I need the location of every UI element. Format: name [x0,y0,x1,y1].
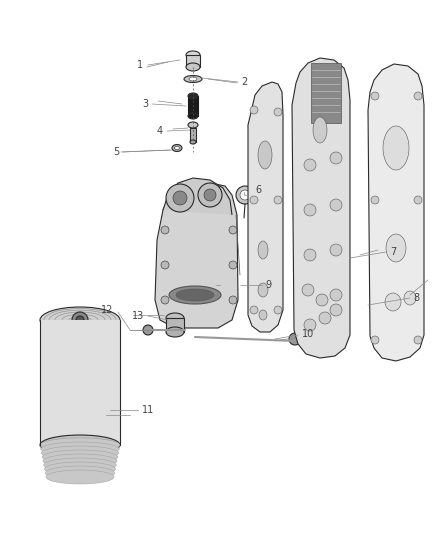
Bar [188,96,198,116]
Ellipse shape [45,466,115,480]
Ellipse shape [404,291,416,305]
Ellipse shape [166,313,184,323]
Ellipse shape [259,310,267,320]
Polygon shape [155,183,238,328]
Circle shape [250,196,258,204]
Circle shape [250,106,258,114]
Ellipse shape [42,446,119,460]
Circle shape [274,108,282,116]
Ellipse shape [186,63,200,71]
Ellipse shape [44,458,116,472]
Ellipse shape [385,293,401,311]
Circle shape [274,196,282,204]
Circle shape [304,159,316,171]
Circle shape [330,244,342,256]
Ellipse shape [172,144,182,151]
Circle shape [414,336,422,344]
Circle shape [330,152,342,164]
Text: 3: 3 [142,99,148,109]
Circle shape [289,333,301,345]
Ellipse shape [190,140,196,144]
Circle shape [229,226,237,234]
Circle shape [319,312,331,324]
Text: 6: 6 [255,185,261,195]
Text: 5: 5 [113,147,119,157]
Circle shape [229,296,237,304]
Circle shape [274,306,282,314]
Polygon shape [248,82,283,332]
Bar [190,128,196,142]
Ellipse shape [383,126,409,170]
Ellipse shape [313,117,327,143]
Ellipse shape [176,289,214,301]
Ellipse shape [40,307,120,333]
Text: 2: 2 [241,77,247,87]
Ellipse shape [169,286,221,304]
Circle shape [330,289,342,301]
Circle shape [330,199,342,211]
Ellipse shape [40,438,120,452]
Bar [166,318,184,332]
Text: 10: 10 [302,329,314,339]
Circle shape [250,306,258,314]
Circle shape [371,336,379,344]
Circle shape [161,261,169,269]
Circle shape [72,312,88,328]
Ellipse shape [258,283,268,297]
Text: 11: 11 [142,405,154,415]
Circle shape [414,196,422,204]
Circle shape [240,190,250,200]
Circle shape [414,92,422,100]
Ellipse shape [258,141,272,169]
Text: 9: 9 [265,280,271,290]
Bar [186,55,200,67]
Text: 13: 13 [132,311,144,321]
Ellipse shape [188,93,198,99]
Ellipse shape [386,234,406,262]
Bar [311,63,341,123]
Ellipse shape [258,241,268,259]
Ellipse shape [189,77,197,81]
Circle shape [304,204,316,216]
Circle shape [173,191,187,205]
Circle shape [143,325,153,335]
Circle shape [198,183,222,207]
Ellipse shape [40,435,120,455]
Circle shape [371,196,379,204]
Ellipse shape [45,462,116,476]
Text: 8: 8 [413,293,419,303]
Circle shape [330,304,342,316]
Circle shape [304,249,316,261]
Ellipse shape [174,147,180,149]
Circle shape [76,316,84,324]
Circle shape [204,189,216,201]
Circle shape [371,92,379,100]
Polygon shape [368,64,424,361]
Circle shape [236,186,254,204]
Circle shape [304,319,316,331]
Circle shape [302,284,314,296]
Ellipse shape [188,113,198,119]
Ellipse shape [42,450,118,464]
Ellipse shape [41,442,119,456]
Bar [40,320,120,445]
Ellipse shape [186,51,200,59]
Circle shape [229,261,237,269]
Ellipse shape [46,470,114,484]
Polygon shape [292,58,350,358]
Ellipse shape [188,122,198,128]
Circle shape [161,226,169,234]
Polygon shape [163,178,232,215]
Ellipse shape [166,327,184,337]
Circle shape [161,296,169,304]
Text: 4: 4 [157,126,163,136]
Circle shape [316,294,328,306]
Ellipse shape [43,454,117,468]
Circle shape [166,184,194,212]
Ellipse shape [184,76,202,83]
Text: 12: 12 [101,305,113,315]
Text: 7: 7 [390,247,396,257]
Text: 1: 1 [137,60,143,70]
